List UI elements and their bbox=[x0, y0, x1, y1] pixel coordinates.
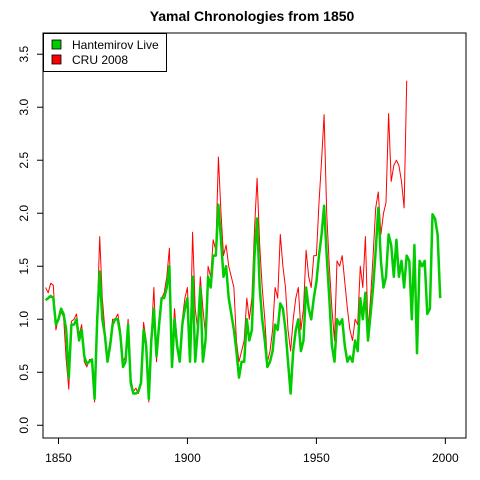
x-tick-label: 1850 bbox=[45, 451, 72, 465]
legend-label-hantemirov: Hantemirov Live bbox=[72, 38, 159, 52]
y-tick-label: 2.0 bbox=[17, 205, 31, 222]
y-axis: 0.0 0.5 1.0 1.5 2.0 2.5 3.0 3.5 bbox=[17, 46, 43, 434]
y-tick-label: 3.5 bbox=[17, 46, 31, 63]
legend: Hantemirov Live CRU 2008 bbox=[43, 33, 167, 72]
y-tick-label: 2.5 bbox=[17, 152, 31, 169]
plot-frame bbox=[42, 32, 467, 439]
x-tick-label: 1950 bbox=[303, 451, 330, 465]
series-layer bbox=[44, 80, 442, 403]
y-tick-label: 1.5 bbox=[17, 258, 31, 275]
legend-swatch-hantemirov bbox=[51, 39, 62, 50]
x-tick-label: 1900 bbox=[174, 451, 201, 465]
x-tick-label: 2000 bbox=[432, 451, 459, 465]
legend-label-cru: CRU 2008 bbox=[72, 53, 128, 67]
y-tick-label: 0.5 bbox=[17, 364, 31, 381]
y-tick-label: 3.0 bbox=[17, 99, 31, 116]
legend-box bbox=[43, 33, 167, 72]
y-tick-label: 1.0 bbox=[17, 311, 31, 328]
x-axis: 1850 1900 1950 2000 bbox=[45, 438, 459, 465]
legend-swatch-cru bbox=[51, 54, 62, 65]
series-line-hantemirov-live bbox=[44, 203, 442, 401]
chart-title: Yamal Chronologies from 1850 bbox=[150, 8, 355, 24]
y-tick-label: 0.0 bbox=[17, 417, 31, 434]
